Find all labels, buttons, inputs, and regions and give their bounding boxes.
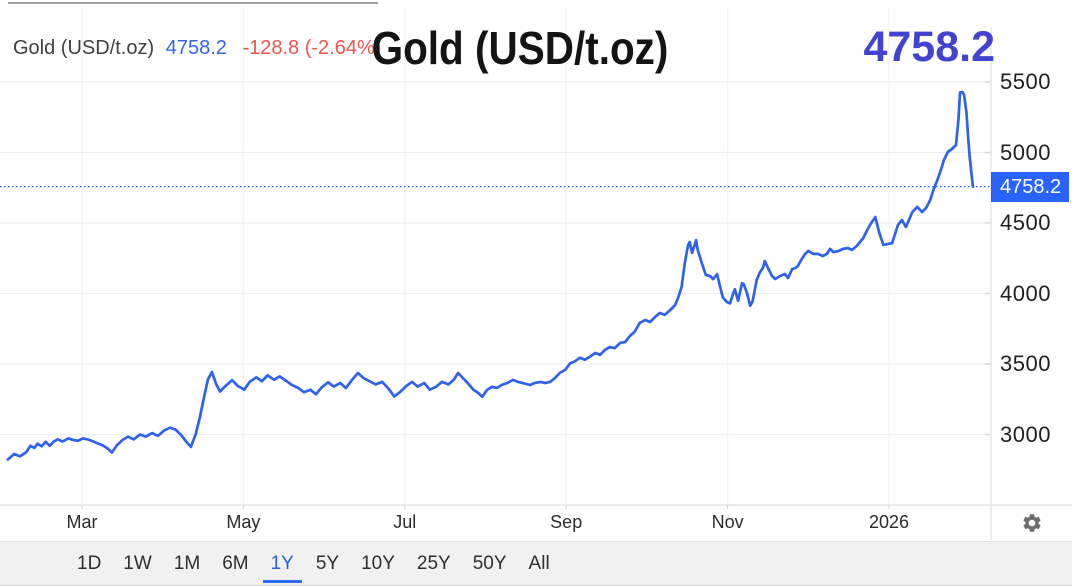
x-axis-label-mar: Mar bbox=[66, 512, 98, 532]
range-button-10y[interactable]: 10Y bbox=[355, 553, 401, 575]
x-axis-label-jul: Jul bbox=[393, 512, 417, 532]
last-price-axis-tag: 4758.2 bbox=[991, 172, 1069, 202]
range-toolbar: 1D 1W 1M 6M 1Y 5Y 10Y 25Y 50Y All bbox=[0, 541, 1072, 586]
x-axis-label-nov: Nov bbox=[711, 512, 744, 532]
axis-settings-cell bbox=[992, 506, 1072, 540]
range-button-all[interactable]: All bbox=[523, 553, 556, 575]
x-axis-label-2026: 2026 bbox=[868, 512, 910, 532]
x-axis-label-may: May bbox=[226, 512, 261, 532]
y-axis-label-5000: 5000 bbox=[1000, 139, 1051, 165]
x-axis-label-sep: Sep bbox=[550, 512, 583, 532]
legend-last-price: 4758.2 bbox=[165, 37, 227, 59]
y-axis-label-3500: 3500 bbox=[1000, 351, 1051, 376]
top-divider-fragment bbox=[8, 2, 378, 4]
page-title: Gold (USD/t.oz) bbox=[371, 22, 669, 74]
legend-price-change: -128.8 (-2.64%) bbox=[242, 37, 382, 59]
range-button-1y[interactable]: 1Y bbox=[262, 553, 303, 583]
range-button-50y[interactable]: 50Y bbox=[467, 553, 513, 575]
range-button-1w[interactable]: 1W bbox=[117, 553, 158, 575]
range-button-1m[interactable]: 1M bbox=[168, 553, 206, 575]
gear-icon[interactable] bbox=[1021, 512, 1043, 534]
range-button-1d[interactable]: 1D bbox=[71, 553, 107, 575]
y-axis-label-5500: 5500 bbox=[1000, 69, 1051, 94]
y-axis-label-3000: 3000 bbox=[1000, 421, 1051, 447]
range-button-25y[interactable]: 25Y bbox=[411, 553, 457, 575]
price-line-series bbox=[6, 90, 975, 461]
y-axis-label-4000: 4000 bbox=[1000, 280, 1051, 306]
y-axis-label-4500: 4500 bbox=[1000, 210, 1051, 235]
range-button-6m[interactable]: 6M bbox=[216, 553, 254, 575]
range-button-5y[interactable]: 5Y bbox=[310, 553, 345, 575]
chart-legend: Gold (USD/t.oz) 4758.2 -128.8 (-2.64%) bbox=[13, 37, 381, 60]
legend-instrument-label: Gold (USD/t.oz) bbox=[13, 37, 155, 59]
header-current-price: 4758.2 bbox=[863, 23, 995, 71]
